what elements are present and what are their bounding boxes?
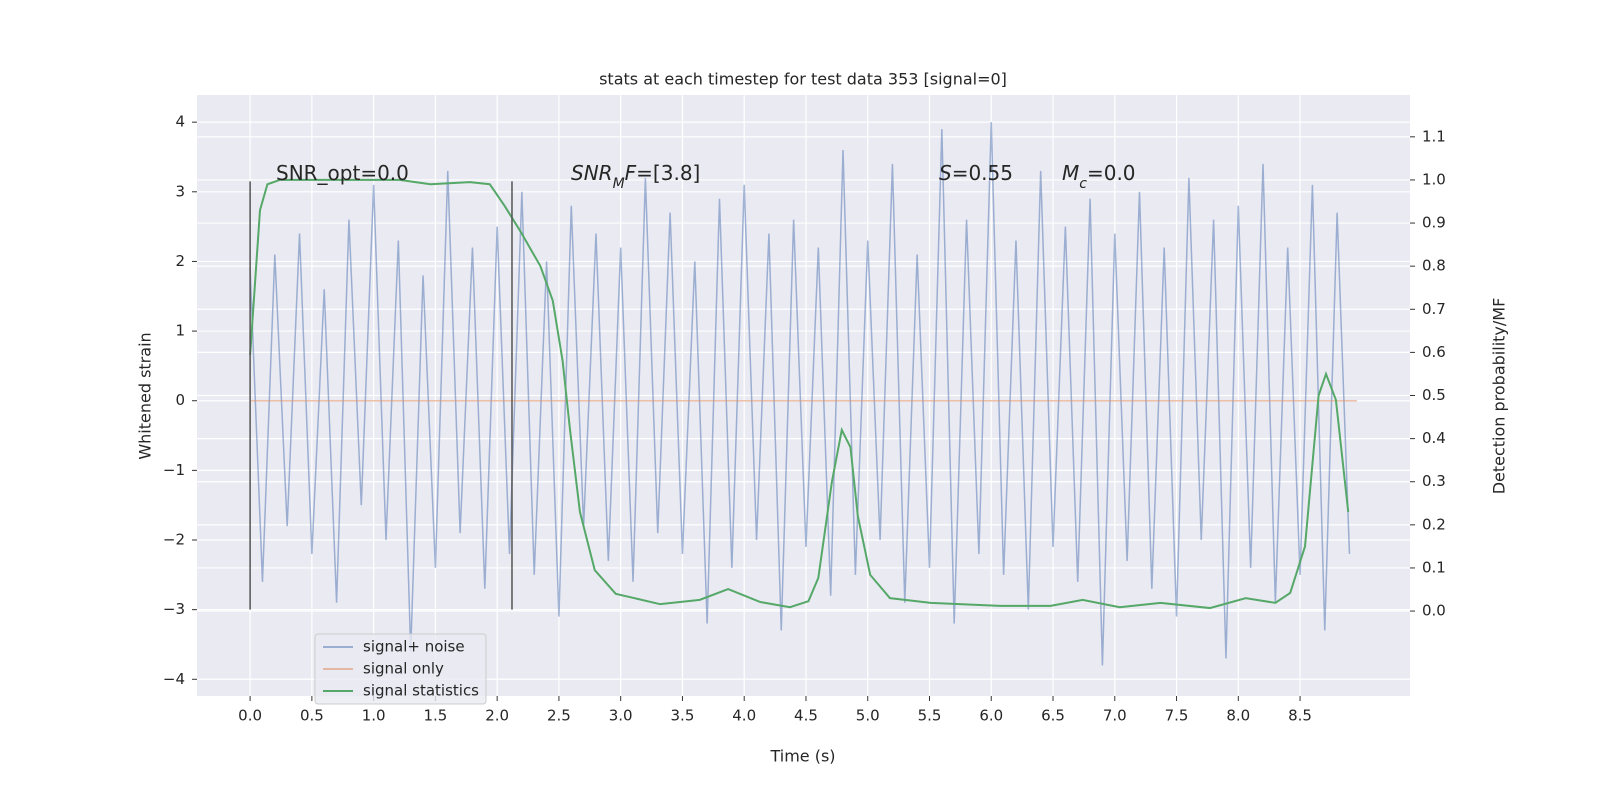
y-axis-label: Whitened strain [136,332,155,459]
y2-tick-label: 0.7 [1422,300,1446,318]
annotation-part: =[3.8] [636,161,700,185]
annotation: SNRMF=[3.8] [571,161,700,192]
y-tick-label: 0 [175,391,185,409]
x-tick-label: 1.5 [423,707,447,725]
legend-label: signal only [363,660,444,678]
x-tick-label: 6.0 [979,707,1003,725]
annotation: Mc=0.0 [1062,161,1136,192]
annotation: SNR_opt=0.0 [276,161,409,185]
x-tick-label: 3.5 [671,707,695,725]
annotation-part: c [1079,176,1087,192]
legend-label: signal+ noise [363,638,465,656]
x-axis-label: Time (s) [769,747,835,766]
data-line [249,122,1351,666]
x-tick-label: 2.5 [547,707,571,725]
data-line [249,178,1350,610]
x-tick-label: 1.0 [362,707,386,725]
annotation: S=0.55 [939,161,1013,185]
x-tick-label: 7.0 [1103,707,1127,725]
y-tick-label: −1 [163,461,185,479]
annotation-part: F [625,161,637,185]
legend-box [314,633,487,705]
y2-tick-label: 0.2 [1422,515,1446,533]
y2-tick-label: 1.1 [1422,127,1446,145]
x-tick-label: 0.5 [300,707,324,725]
x-tick-label: 3.0 [609,707,633,725]
chart-title: stats at each timestep for test data 353… [599,70,1007,89]
x-tick-label: 0.0 [238,707,262,725]
y2-tick-label: 0.3 [1422,472,1446,490]
annotation-part: S [939,161,952,185]
y-tick-label: 1 [175,322,185,340]
y2-tick-label: 0.9 [1422,214,1446,232]
x-tick-label: 6.5 [1041,707,1065,725]
y-tick-label: 4 [175,113,185,131]
x-tick-label: 5.5 [918,707,942,725]
x-tick-label: 7.5 [1165,707,1189,725]
y2-tick-label: 0.5 [1422,386,1446,404]
y2-tick-label: 0.1 [1422,558,1446,576]
x-tick-label: 4.0 [732,707,756,725]
y2-tick-label: 1.0 [1422,170,1446,188]
y2-axis-label: Detection probability/MF [1490,298,1509,495]
x-tick-label: 2.0 [485,707,509,725]
x-tick-label: 8.0 [1226,707,1250,725]
legend: signal+ noise signal only signal statistic… [314,633,487,705]
annotation-part: =0.55 [952,161,1013,185]
annotation-part: SNR [571,161,613,185]
annotation-part: M [1062,161,1079,185]
x-tick-label: 8.5 [1288,707,1312,725]
legend-label: signal statistics [363,682,479,700]
y-tick-label: −3 [163,600,185,618]
y2-tick-label: 0.8 [1422,257,1446,275]
annotation-part: SNR_opt=0.0 [276,161,409,185]
y-tick-label: 2 [175,252,185,270]
y2-tick-label: 0.4 [1422,429,1446,447]
y2-tick-label: 0.0 [1422,602,1446,620]
y-tick-label: −2 [163,531,185,549]
y-tick-label: −4 [163,670,185,688]
annotation-part: M [613,176,625,192]
y-tick-label: 3 [175,182,185,200]
annotation-part: =0.0 [1087,161,1136,185]
x-tick-label: 4.5 [794,707,818,725]
x-tick-label: 5.0 [856,707,880,725]
y2-tick-label: 0.6 [1422,343,1446,361]
